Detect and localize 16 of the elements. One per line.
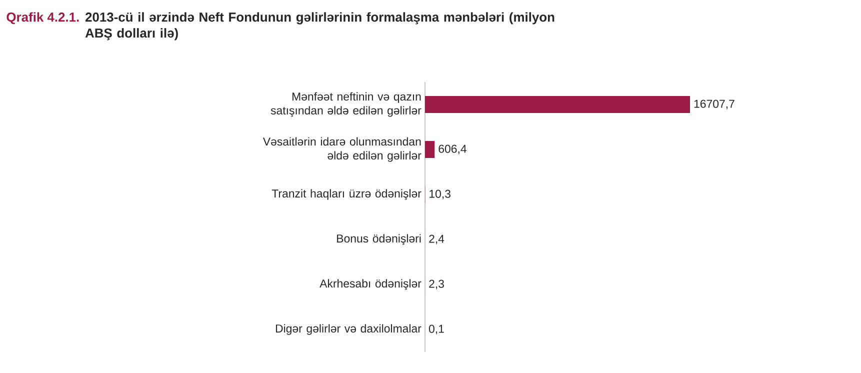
data-label: 10,3 — [430, 190, 450, 200]
data-label: 0,1 — [428, 324, 444, 334]
y-tick-label: Digər gəlirlər və daxilolmalar — [276, 324, 422, 335]
data-label: 16707,7 — [694, 100, 734, 110]
data-label: 2,3 — [429, 280, 444, 290]
bar — [424, 141, 435, 158]
y-tick-label: Akrhesabı ödənişlər — [320, 279, 422, 290]
data-label: 606,4 — [438, 144, 466, 154]
y-tick-label: Tranzit haqları üzrə ödənişlər — [272, 189, 422, 200]
text: 2013-cü il ərzində Neft Fondunun gəlirlərinin formalaşma mənbələri (milyon ABŞ dolları ilə) — [85, 12, 554, 40]
bar — [424, 96, 690, 114]
y-tick-label: Vəsaitlərin idarə olunmasından əldə edilən gəlirlər — [262, 137, 422, 162]
data-label: 2,4 — [429, 234, 444, 244]
text: Qrafik 4.2.1. — [6, 12, 79, 24]
y-tick-label: Bonus ödənişləri — [337, 234, 421, 245]
y-tick-label: Mənfəət neftinin və qazın satışından əldə edilən gəlirlər — [270, 92, 422, 117]
